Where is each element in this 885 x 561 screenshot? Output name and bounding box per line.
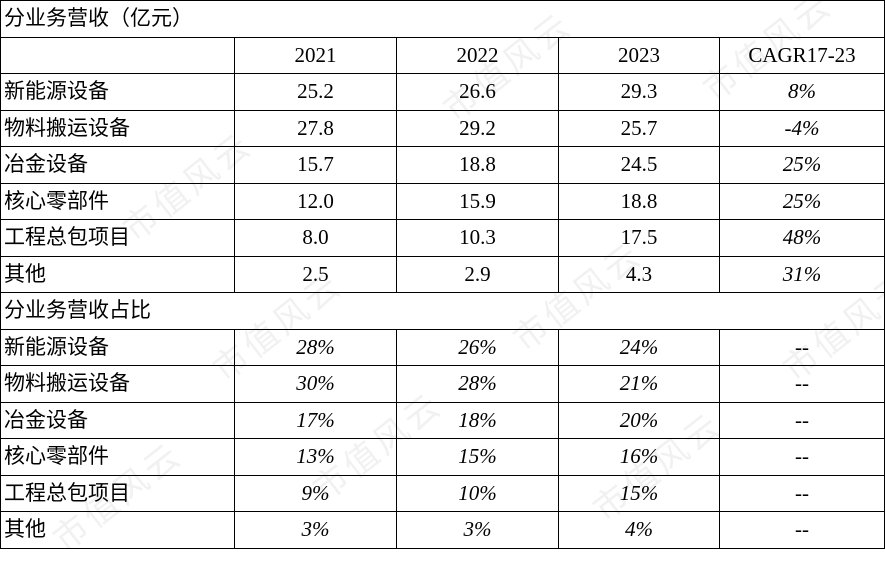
table-row: 其他 2.5 2.9 4.3 31% xyxy=(0,255,885,293)
share-value: 21% xyxy=(558,365,720,403)
revenue-value: 15.7 xyxy=(234,146,397,184)
cagr-placeholder: -- xyxy=(718,438,885,476)
share-value: 15% xyxy=(396,438,559,476)
share-value: 17% xyxy=(234,401,397,439)
revenue-value: 26.6 xyxy=(396,73,559,111)
revenue-value: 12.0 xyxy=(234,182,397,220)
table-row: 核心零部件 12.0 15.9 18.8 25% xyxy=(0,182,885,220)
revenue-value: 18.8 xyxy=(558,182,720,220)
revenue-value: 10.3 xyxy=(396,219,559,257)
table-row: 冶金设备 17% 18% 20% -- xyxy=(0,401,885,439)
row-label: 其他 xyxy=(0,255,235,293)
share-value: 18% xyxy=(396,401,559,439)
row-label: 新能源设备 xyxy=(0,328,235,366)
share-value: 28% xyxy=(234,328,397,366)
row-label: 冶金设备 xyxy=(0,401,235,439)
revenue-value: 24.5 xyxy=(558,146,720,184)
table-row: 新能源设备 25.2 26.6 29.3 8% xyxy=(0,73,885,111)
cagr-value: 25% xyxy=(718,146,885,184)
section-title-revenue: 分业务营收（亿元） xyxy=(0,0,885,38)
table-row: 工程总包项目 9% 10% 15% -- xyxy=(0,474,885,512)
section-title-share: 分业务营收占比 xyxy=(0,292,885,330)
cagr-value: 48% xyxy=(718,219,885,257)
cagr-placeholder: -- xyxy=(718,474,885,512)
revenue-value: 25.7 xyxy=(558,109,720,147)
column-header: 2022 xyxy=(396,36,559,74)
cagr-value: 25% xyxy=(718,182,885,220)
column-header: 2021 xyxy=(234,36,397,74)
row-label: 冶金设备 xyxy=(0,146,235,184)
share-value: 15% xyxy=(558,474,720,512)
cagr-placeholder: -- xyxy=(718,511,885,549)
row-label: 其他 xyxy=(0,511,235,549)
revenue-value: 17.5 xyxy=(558,219,720,257)
table-row: 物料搬运设备 30% 28% 21% -- xyxy=(0,365,885,403)
cagr-value: 8% xyxy=(718,73,885,111)
revenue-value: 27.8 xyxy=(234,109,397,147)
cagr-placeholder: -- xyxy=(718,328,885,366)
revenue-value: 29.3 xyxy=(558,73,720,111)
revenue-value: 15.9 xyxy=(396,182,559,220)
share-value: 16% xyxy=(558,438,720,476)
table-row: 工程总包项目 8.0 10.3 17.5 48% xyxy=(0,219,885,257)
share-value: 3% xyxy=(396,511,559,549)
table-row: 新能源设备 28% 26% 24% -- xyxy=(0,328,885,366)
row-label: 物料搬运设备 xyxy=(0,109,235,147)
revenue-value: 2.5 xyxy=(234,255,397,293)
revenue-table-body: 分业务营收（亿元） 2021 2022 2023 CAGR17-23 新能源设备 25.2 2… xyxy=(0,0,885,549)
share-value: 20% xyxy=(558,401,720,439)
cagr-placeholder: -- xyxy=(718,401,885,439)
row-label: 核心零部件 xyxy=(0,438,235,476)
revenue-table: 分业务营收（亿元） 2021 2022 2023 CAGR17-23 新能源设备 25.2 2… xyxy=(0,0,885,549)
header-row: 2021 2022 2023 CAGR17-23 xyxy=(0,36,885,74)
cagr-value: 31% xyxy=(718,255,885,293)
table-row: 物料搬运设备 27.8 29.2 25.7 -4% xyxy=(0,109,885,147)
section-title-row: 分业务营收占比 xyxy=(0,292,885,330)
section-title-row: 分业务营收（亿元） xyxy=(0,0,885,38)
share-value: 30% xyxy=(234,365,397,403)
share-value: 26% xyxy=(396,328,559,366)
cagr-value: -4% xyxy=(718,109,885,147)
row-label: 物料搬运设备 xyxy=(0,365,235,403)
column-header: CAGR17-23 xyxy=(718,36,885,74)
table-row: 其他 3% 3% 4% -- xyxy=(0,511,885,549)
row-label: 新能源设备 xyxy=(0,73,235,111)
table-row: 冶金设备 15.7 18.8 24.5 25% xyxy=(0,146,885,184)
revenue-value: 29.2 xyxy=(396,109,559,147)
row-label: 核心零部件 xyxy=(0,182,235,220)
row-label: 工程总包项目 xyxy=(0,219,235,257)
share-value: 28% xyxy=(396,365,559,403)
row-label: 工程总包项目 xyxy=(0,474,235,512)
revenue-value: 8.0 xyxy=(234,219,397,257)
revenue-value: 4.3 xyxy=(558,255,720,293)
share-value: 9% xyxy=(234,474,397,512)
table-row: 核心零部件 13% 15% 16% -- xyxy=(0,438,885,476)
revenue-value: 2.9 xyxy=(396,255,559,293)
share-value: 10% xyxy=(396,474,559,512)
share-value: 4% xyxy=(558,511,720,549)
share-value: 13% xyxy=(234,438,397,476)
revenue-value: 18.8 xyxy=(396,146,559,184)
header-blank-cell xyxy=(0,36,235,74)
revenue-value: 25.2 xyxy=(234,73,397,111)
share-value: 24% xyxy=(558,328,720,366)
column-header: 2023 xyxy=(558,36,720,74)
cagr-placeholder: -- xyxy=(718,365,885,403)
share-value: 3% xyxy=(234,511,397,549)
